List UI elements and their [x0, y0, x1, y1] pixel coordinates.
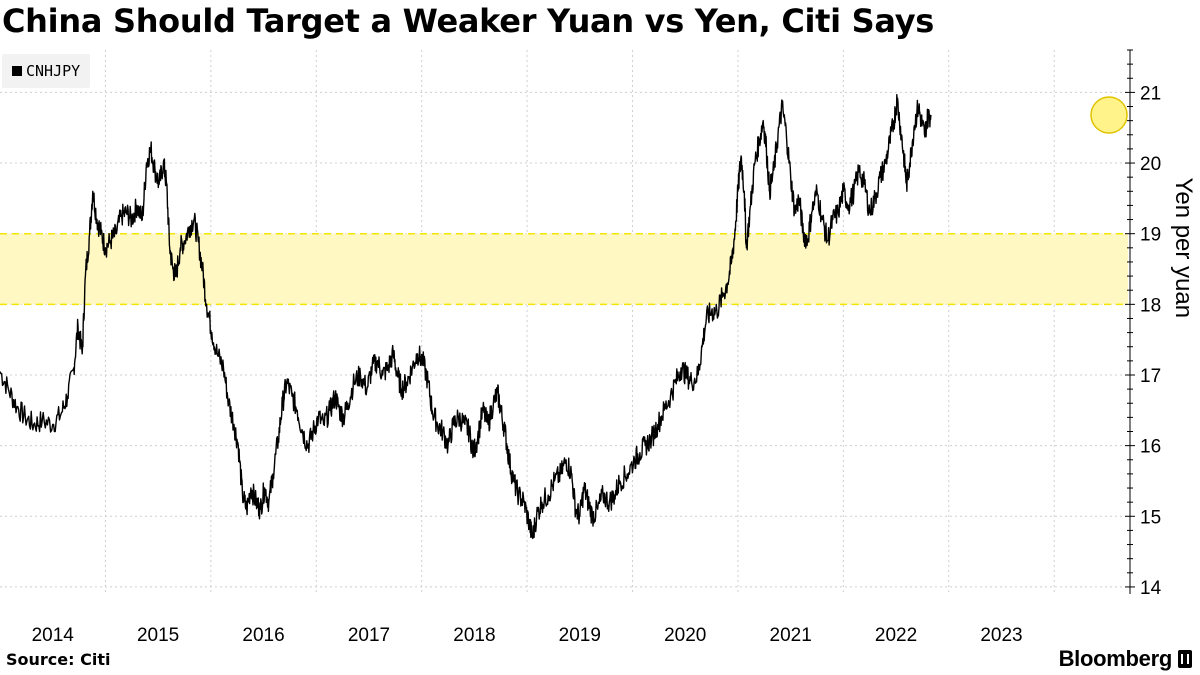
x-tick-label: 2021 — [770, 625, 812, 646]
highlight-layer — [1090, 96, 1128, 134]
y-tick-label: 16 — [1140, 437, 1161, 458]
y-tick-label: 20 — [1140, 154, 1161, 175]
brand-name: Bloomberg — [1058, 646, 1173, 671]
chart-title: China Should Target a Weaker Yuan vs Yen… — [2, 2, 935, 40]
gridlines — [0, 50, 1128, 594]
series-line-cnhjpy — [0, 94, 932, 540]
x-tick-label: 2020 — [664, 625, 706, 646]
legend: CNHJPY — [2, 54, 91, 88]
y-axis: 14 15 16 17 18 19 20 21 — [1125, 49, 1162, 599]
x-tick-label: 2016 — [242, 625, 284, 646]
x-tick-label: 2015 — [137, 625, 179, 646]
x-axis: 2014 2015 2016 2017 2018 2019 2020 2021 2022 2023 — [32, 625, 1023, 646]
x-tick-label: 2014 — [32, 625, 75, 646]
series-layer — [0, 94, 932, 540]
target-band — [0, 232, 1128, 306]
y-tick-label: 19 — [1140, 225, 1161, 246]
x-tick-label: 2018 — [453, 625, 495, 646]
brand-logo: Bloomberg — [1059, 646, 1192, 672]
target-band-fill — [0, 233, 1128, 305]
y-tick-label: 15 — [1140, 507, 1161, 528]
legend-label: CNHJPY — [26, 62, 81, 80]
highlight-circle — [1090, 96, 1128, 134]
legend-swatch-square-icon — [12, 66, 22, 76]
x-tick-label: 2017 — [348, 625, 390, 646]
y-tick-label: 17 — [1140, 366, 1161, 387]
source-note: Source: Citi — [6, 650, 111, 669]
x-tick-label: 2019 — [559, 625, 601, 646]
y-tick-label: 14 — [1140, 578, 1162, 599]
x-tick-label: 2023 — [980, 625, 1022, 646]
bloomberg-terminal-icon — [1178, 650, 1192, 668]
x-tick-label: 2022 — [875, 625, 917, 646]
y-tick-label: 18 — [1140, 295, 1161, 316]
y-tick-label: 21 — [1140, 83, 1161, 104]
y-axis-label: Yen per yuan — [1170, 178, 1197, 319]
